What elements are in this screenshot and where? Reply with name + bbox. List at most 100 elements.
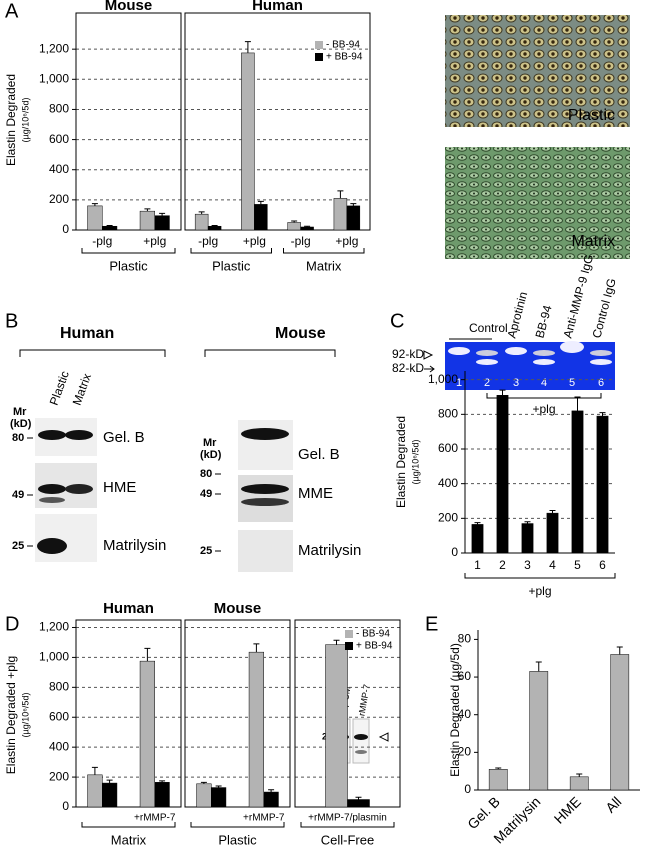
lane-number: 3 (513, 377, 519, 389)
y-tick-label: 0 (62, 799, 69, 813)
lane-label: Plastic (47, 369, 72, 407)
panel-frame (75, 12, 182, 231)
y-tick-label: 800 (438, 407, 458, 421)
bar (610, 654, 630, 791)
group-label: Cell-Free (321, 832, 374, 847)
bar (596, 415, 609, 554)
panel-title: Human (103, 600, 154, 617)
error-bar (291, 220, 298, 223)
lane-label: Matrix (70, 372, 94, 407)
x-bracket (464, 573, 616, 579)
error-bar (106, 224, 113, 227)
band-label: 92-kD (392, 347, 424, 361)
bar (325, 644, 348, 808)
band (590, 359, 612, 365)
marker: 49 (12, 489, 24, 501)
panel-frame (75, 619, 182, 808)
error-bar (350, 203, 357, 206)
lane-number: 5 (569, 377, 575, 389)
x-tick-label: +plg (243, 234, 266, 248)
bar (241, 52, 255, 231)
band (355, 750, 367, 754)
error-bar (337, 190, 344, 199)
legend-label: + BB-94 (326, 52, 363, 63)
bar (347, 799, 370, 808)
y-axis-label: Elastin Degraded (4, 74, 18, 166)
error-bar (495, 767, 502, 770)
panel-letter: B (5, 310, 18, 332)
band (241, 498, 289, 506)
error-bar (215, 785, 222, 788)
lane-label: Control IgG (589, 277, 618, 340)
band (241, 484, 289, 494)
blot (35, 514, 97, 562)
group-bracket (81, 822, 176, 828)
error-bar (91, 203, 98, 206)
error-bar (474, 522, 481, 525)
blot-label: MME (298, 485, 333, 502)
band (476, 350, 498, 356)
bar (139, 660, 156, 808)
mr-unit: (kD) (10, 418, 32, 430)
x-tick-label: 5 (574, 558, 581, 572)
x-tick-label: HME (551, 793, 584, 826)
error-bar (355, 796, 362, 800)
bracket (19, 349, 166, 357)
y-axis-label: Elastin Degraded (394, 416, 408, 508)
error-bar (144, 647, 151, 662)
y-tick-label: 200 (49, 192, 69, 206)
bracket (204, 349, 336, 357)
bar (248, 651, 265, 808)
bar (207, 225, 222, 231)
bracket (486, 393, 602, 399)
lane-number: 6 (598, 377, 604, 389)
y-tick-label: 1,000 (428, 372, 458, 386)
band (37, 538, 67, 554)
error-bar (244, 41, 251, 53)
y-tick-label: 200 (438, 511, 458, 525)
band (354, 734, 368, 740)
y-tick-label: 1,200 (39, 41, 69, 55)
axis-line (464, 371, 615, 554)
band (39, 497, 65, 503)
y-tick-label: 60 (458, 669, 472, 683)
legend-label: - BB-94 (326, 40, 360, 51)
x-tick-label: +rMMP-7 (243, 813, 285, 824)
legend-swatch (315, 41, 323, 49)
band (560, 341, 584, 353)
zymogram (445, 342, 615, 390)
error-bar (574, 396, 581, 411)
blot-label: Matrilysin (103, 537, 166, 554)
bar (471, 524, 484, 554)
group-label: Plastic (212, 258, 251, 273)
error-bar (268, 789, 275, 793)
bar (300, 226, 314, 231)
bar (546, 512, 559, 554)
marker: 49 (200, 488, 212, 500)
error-bar (198, 211, 205, 215)
marker: 25 (200, 545, 212, 557)
y-tick-label: 1,000 (39, 71, 69, 85)
group-bracket (190, 248, 272, 254)
blot-label: Gel. B (103, 429, 145, 446)
bar (287, 222, 301, 231)
y-tick-label: 200 (49, 769, 69, 783)
panel-title: Human (252, 0, 303, 14)
error-bar (549, 510, 556, 514)
bar (569, 776, 589, 791)
bar (263, 791, 279, 808)
x-tick-label: -plg (198, 234, 218, 248)
bar (196, 783, 212, 808)
marker: 80 (12, 432, 24, 444)
error-bar (257, 200, 264, 205)
blot-label: HME (103, 479, 136, 496)
treatment-label: +plg (532, 402, 555, 416)
y-tick-label: 1,000 (39, 650, 69, 664)
panel-title: Mouse (105, 0, 153, 14)
band-marker (423, 350, 434, 360)
band (65, 484, 93, 494)
group-bracket (283, 248, 365, 254)
panel-letter: D (5, 613, 19, 635)
y-axis-label: Elastin Degraded (µg/5d) (448, 643, 462, 777)
